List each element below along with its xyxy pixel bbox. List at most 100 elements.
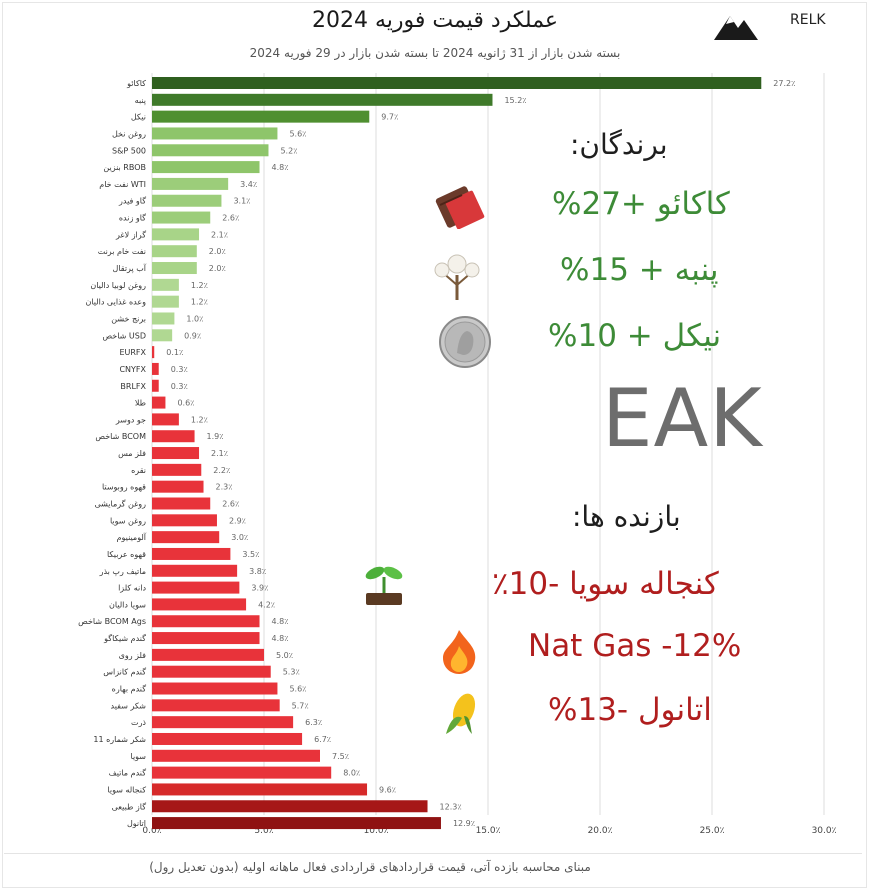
bar — [152, 346, 155, 359]
category-label: شکر سفید — [111, 701, 147, 710]
category-label: BRLFX — [120, 382, 146, 391]
category-label: روغن نخل — [112, 129, 146, 138]
bar — [152, 161, 260, 174]
bar — [152, 278, 179, 291]
bar — [152, 716, 294, 729]
sprout-icon — [365, 566, 403, 605]
category-label: جو دوسر — [115, 415, 146, 424]
category-label: S&P 500 — [112, 146, 146, 155]
bar — [152, 228, 200, 241]
bar — [152, 817, 441, 830]
category-label: وعده غذایی دالیان — [85, 298, 146, 307]
value-label: 2.1٪ — [211, 449, 228, 458]
category-label: گاز طبیعی — [112, 801, 147, 811]
value-label: 8.0٪ — [343, 769, 360, 778]
fire-icon — [443, 630, 476, 674]
footer-divider — [4, 853, 862, 854]
bar — [152, 177, 229, 190]
bar — [152, 396, 166, 409]
value-label: 1.0٪ — [186, 314, 203, 323]
value-label: 3.8٪ — [249, 567, 266, 576]
bar — [152, 783, 368, 796]
bar — [152, 766, 332, 779]
bar — [152, 497, 211, 510]
value-label: 2.3٪ — [216, 483, 233, 492]
bar — [152, 127, 278, 140]
category-label: روغن لوبیا دالیان — [90, 281, 146, 290]
category-label: نفت خام برنت — [98, 247, 146, 256]
bar — [152, 564, 238, 577]
category-label: گندم بهاره — [112, 684, 147, 694]
category-label: شاخص BCOM — [95, 432, 146, 441]
value-label: 6.7٪ — [314, 735, 331, 744]
value-label: 0.6٪ — [177, 399, 194, 408]
bar — [152, 93, 493, 106]
value-label: 5.6٪ — [289, 685, 306, 694]
value-label: 1.2٪ — [191, 415, 208, 424]
chocolate-icon — [435, 186, 485, 229]
category-label: روغن سویا — [110, 516, 146, 525]
bar — [152, 598, 247, 611]
winners-heading: برندگان: — [570, 128, 668, 161]
bar — [152, 699, 280, 712]
bar — [152, 329, 173, 342]
bar — [152, 800, 428, 813]
cotton-icon — [434, 254, 480, 300]
bar — [152, 615, 260, 628]
value-label: 2.6٪ — [222, 214, 239, 223]
chart-title: عملکرد قیمت فوریه 2024 — [311, 8, 559, 33]
loser-item: کنجاله سویا -10٪ — [492, 566, 719, 602]
logo-text: RELK — [790, 12, 826, 28]
x-tick-label: 30.0٪ — [812, 826, 837, 836]
category-label: قهوه عربیکا — [107, 550, 146, 559]
x-tick-label: 10.0٪ — [364, 826, 389, 836]
bar — [152, 413, 179, 426]
bar — [152, 245, 197, 258]
value-label: 1.9٪ — [207, 432, 224, 441]
bar — [152, 312, 175, 325]
category-label: گراز لاغر — [115, 229, 146, 239]
bar — [152, 665, 271, 678]
value-label: 5.7٪ — [292, 701, 309, 710]
x-tick-label: 25.0٪ — [700, 826, 725, 836]
relk-logo-icon — [714, 16, 758, 40]
corn-icon — [446, 693, 476, 734]
category-label: ماتیف رپ بذر — [99, 567, 146, 576]
value-label: 5.6٪ — [289, 129, 306, 138]
category-label: دانه کلزا — [118, 584, 146, 593]
x-tick-label: 0.0٪ — [142, 826, 161, 836]
bar — [152, 648, 264, 661]
category-label: CNYFX — [119, 365, 146, 374]
category-label: گاو فیدر — [118, 196, 146, 206]
value-label: 4.2٪ — [258, 600, 275, 609]
value-label: 3.1٪ — [233, 197, 250, 206]
value-label: 7.5٪ — [332, 752, 349, 761]
category-label: EURFX — [119, 348, 146, 357]
value-label: 3.4٪ — [240, 180, 257, 189]
value-label: 6.3٪ — [305, 718, 322, 727]
category-label: گاو زنده — [119, 213, 146, 223]
chart-subtitle: بسته شدن بازار از 31 ژانویه 2024 تا بسته… — [249, 46, 621, 60]
bar — [152, 749, 320, 762]
value-label: 3.9٪ — [251, 584, 268, 593]
value-label: 1.2٪ — [191, 298, 208, 307]
bar — [152, 362, 159, 375]
category-label: فلز روی — [119, 651, 147, 660]
bar — [152, 682, 278, 695]
value-label: 3.5٪ — [242, 550, 259, 559]
value-label: 9.6٪ — [379, 785, 396, 794]
value-label: 0.3٪ — [171, 365, 188, 374]
category-label: شکر شماره 11 — [93, 735, 146, 744]
category-label: کاکائو — [126, 79, 146, 88]
loser-item: اتانول -13% — [548, 692, 712, 728]
value-label: 1.2٪ — [191, 281, 208, 290]
footer-note: مبنای محاسبه بازده آتی، قیمت قراردادهای … — [149, 860, 591, 874]
category-label: نقره — [131, 466, 146, 475]
value-label: 2.6٪ — [222, 500, 239, 509]
bar — [152, 447, 200, 460]
value-label: 15.2٪ — [504, 96, 526, 105]
bar — [152, 430, 195, 443]
value-label: 2.9٪ — [229, 516, 246, 525]
category-label: اتانول — [127, 819, 146, 828]
